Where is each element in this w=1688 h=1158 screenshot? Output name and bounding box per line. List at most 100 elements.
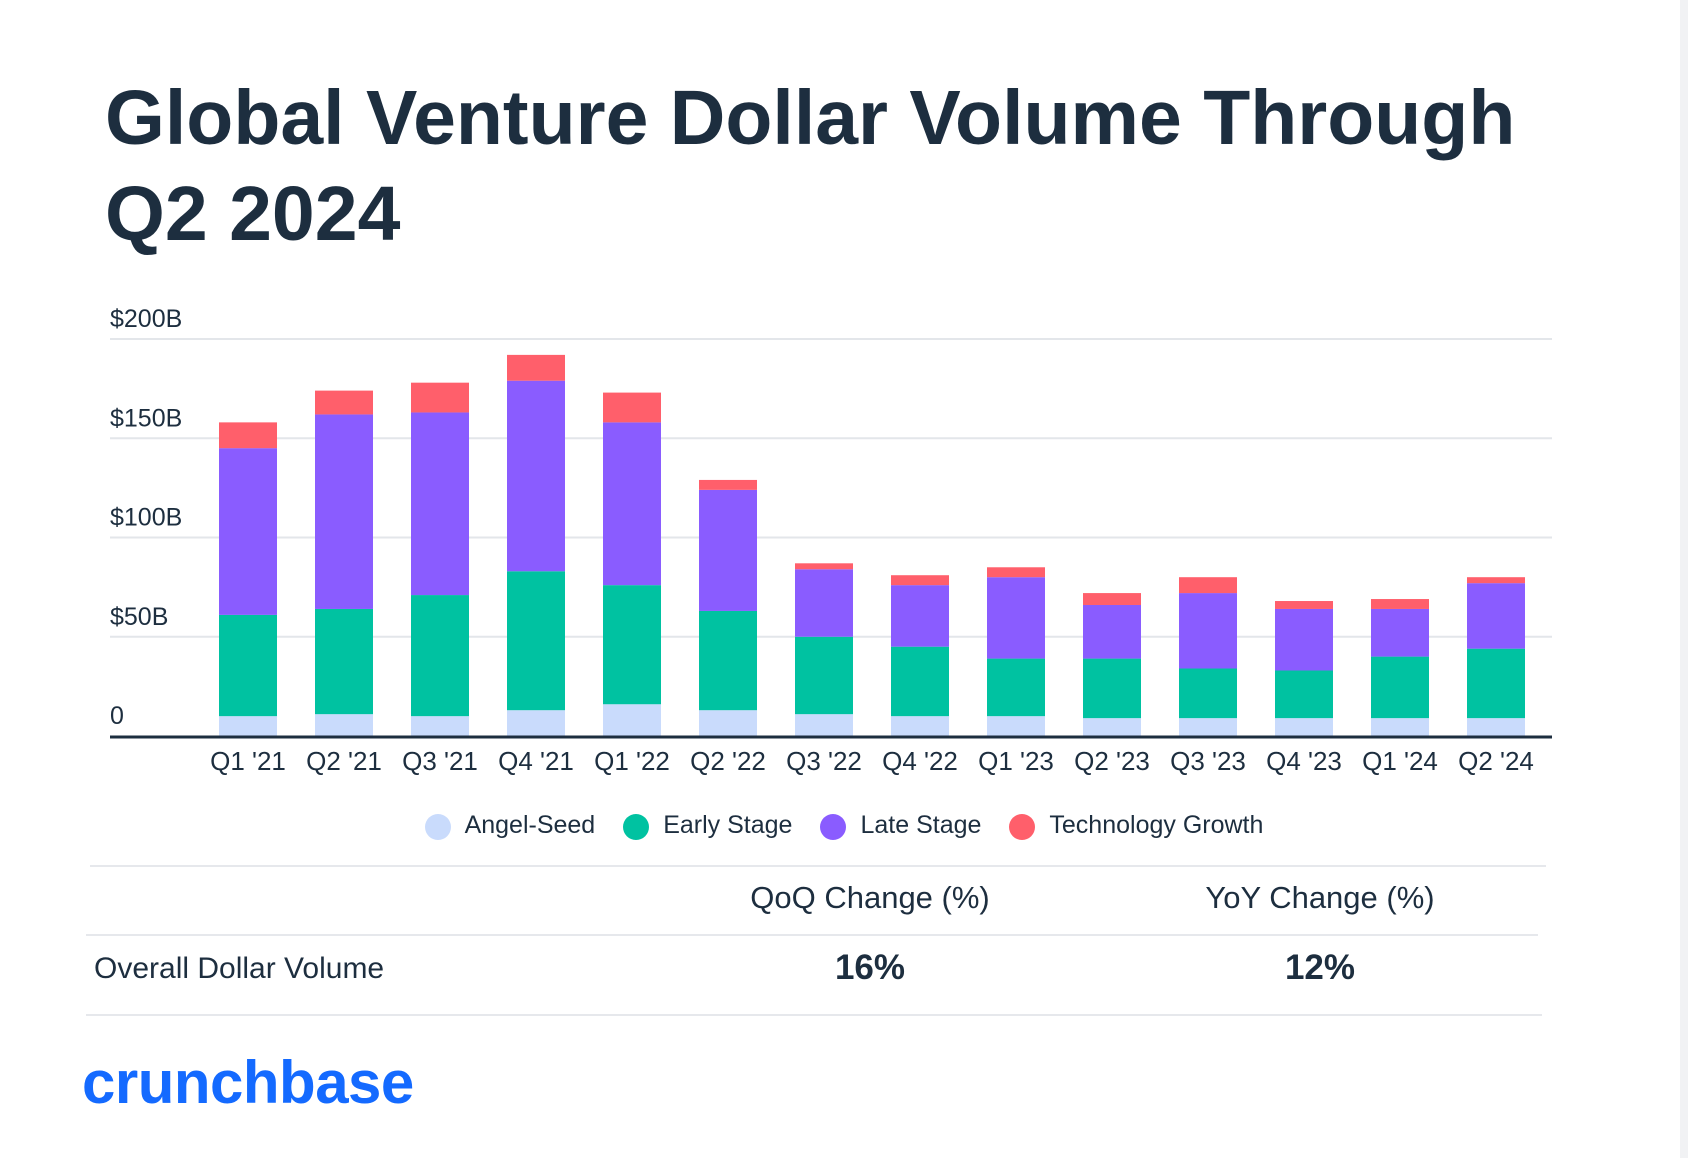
bar-segment (219, 614, 277, 717)
bar-segment (987, 716, 1045, 736)
bar-segment (411, 595, 469, 717)
x-tick-label: Q3 '22 (786, 746, 862, 776)
right-edge-strip (1680, 0, 1688, 1158)
legend-label: Early Stage (663, 811, 793, 839)
x-tick-label: Q4 '22 (882, 746, 958, 776)
bar-segment (1275, 601, 1333, 609)
overall-dollar-volume-label: Overall Dollar Volume (94, 952, 385, 985)
x-tick-label: Q2 '21 (306, 746, 382, 776)
bar-segment (891, 716, 949, 736)
bar-segment (699, 479, 757, 490)
bar-segment (891, 575, 949, 586)
bar-segment (507, 354, 565, 381)
bar-segment (1371, 718, 1429, 736)
bar-segment (603, 704, 661, 736)
bar-segment (507, 571, 565, 711)
bar-segment (1275, 670, 1333, 719)
table-bottom-rule (86, 1014, 1542, 1016)
bar-segment (1083, 604, 1141, 659)
legend-label: Angel-Seed (464, 811, 596, 839)
chart-title: Global Venture Dollar Volume Through Q2 … (105, 75, 1516, 257)
bar-segment (603, 422, 661, 586)
bar-segment (795, 563, 853, 570)
bar-segment (795, 636, 853, 715)
x-tick-label: Q4 '23 (1266, 746, 1342, 776)
bar-segment (1467, 648, 1525, 719)
table-header-rule (86, 934, 1538, 936)
bar-segment (1179, 668, 1237, 719)
legend-label: Late Stage (860, 811, 982, 839)
legend-item-early-stage: Early Stage (623, 811, 793, 841)
bar-segment (315, 714, 373, 736)
bar-segment (987, 567, 1045, 578)
x-tick-label: Q2 '24 (1458, 746, 1534, 776)
bar-segment (507, 380, 565, 572)
bar-segment (795, 714, 853, 736)
bar-segment (1467, 583, 1525, 649)
bar-segment (411, 716, 469, 736)
bar-segment (987, 658, 1045, 717)
x-tick-label: Q4 '21 (498, 746, 574, 776)
bar-segment (699, 610, 757, 711)
bar-segment (795, 569, 853, 637)
bar-segment (603, 585, 661, 705)
y-tick-label: 0 (110, 702, 124, 730)
bar-segment (1467, 577, 1525, 584)
y-tick-label: $200B (110, 305, 182, 333)
legend-item-late-stage: Late Stage (820, 811, 982, 841)
bar-segment (891, 646, 949, 717)
yoy-change-header: YoY Change (%) (1205, 880, 1435, 915)
legend-label: Technology Growth (1049, 811, 1264, 839)
legend-swatch-technology-growth (1009, 813, 1036, 840)
x-tick-label: Q3 '23 (1170, 746, 1246, 776)
legend-item-angel-seed: Angel-Seed (424, 811, 596, 841)
x-tick-label: Q2 '23 (1074, 746, 1150, 776)
bar-segment (315, 414, 373, 609)
bar-segment (219, 716, 277, 736)
bar-segment (507, 710, 565, 736)
chart-legend: Angel-Seed Early Stage Late Stage Techno… (0, 811, 1688, 841)
legend-item-technology-growth: Technology Growth (1009, 811, 1264, 841)
y-tick-label: $150B (110, 404, 182, 432)
bar-segment (315, 390, 373, 415)
bar-segment (1371, 656, 1429, 719)
bar-chart: 0 $50B $100B $150B $200B Q1 '21 Q2 '21 Q3 '21 Q4… (110, 305, 1552, 776)
bar-segment (411, 412, 469, 596)
x-tick-label: Q1 '23 (978, 746, 1054, 776)
bar-segment (987, 577, 1045, 659)
bar-segment (315, 608, 373, 715)
bar-segment (603, 392, 661, 423)
x-tick-label: Q1 '21 (210, 746, 286, 776)
legend-swatch-late-stage (820, 813, 847, 840)
yoy-change-value: 12% (1284, 948, 1356, 987)
bar-segment (699, 710, 757, 736)
bar-segment (1467, 718, 1525, 736)
y-tick-label: $50B (110, 603, 168, 631)
legend-swatch-angel-seed (424, 813, 451, 840)
qoq-change-value: 16% (834, 948, 906, 987)
bar-segment (1179, 593, 1237, 669)
bar-segment (1083, 593, 1141, 605)
bar-segment (411, 382, 469, 413)
bar-segment (891, 585, 949, 647)
bar-segment (1179, 577, 1237, 594)
bar-segment (1083, 658, 1141, 719)
bar-segment (1371, 608, 1429, 657)
bar-segment (219, 448, 277, 615)
bar-segment (1275, 608, 1333, 671)
bar-segment (1371, 599, 1429, 609)
crunchbase-logo: crunchbase (82, 1049, 414, 1116)
y-tick-label: $100B (110, 504, 182, 532)
table-top-rule (90, 865, 1546, 867)
x-tick-label: Q1 '22 (594, 746, 670, 776)
x-tick-label: Q3 '21 (402, 746, 478, 776)
bar-segment (1179, 718, 1237, 736)
x-tick-label: Q2 '22 (690, 746, 766, 776)
bar-segment (219, 422, 277, 449)
bar-segment (1275, 718, 1333, 736)
qoq-change-header: QoQ Change (%) (750, 880, 990, 915)
bar-segment (699, 489, 757, 611)
x-tick-label: Q1 '24 (1362, 746, 1438, 776)
bar-segment (1083, 718, 1141, 736)
legend-swatch-early-stage (623, 813, 650, 840)
